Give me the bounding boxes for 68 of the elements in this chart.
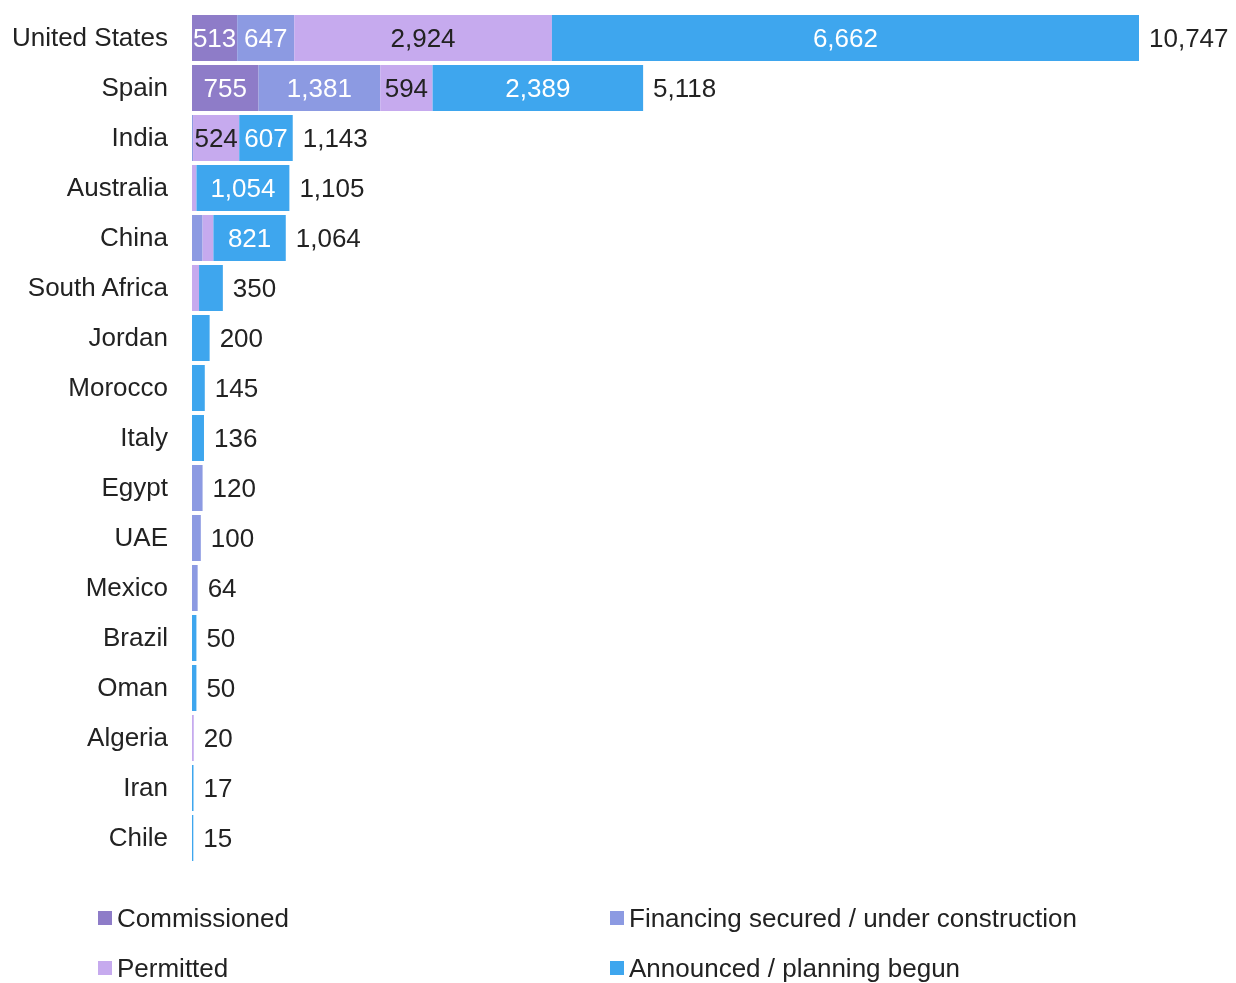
total-label: 1,105 bbox=[299, 173, 365, 204]
data-label: 607 bbox=[244, 123, 288, 154]
y-tick-label: Oman bbox=[97, 672, 168, 703]
y-tick-label: UAE bbox=[114, 522, 168, 553]
bar bbox=[199, 265, 223, 311]
total-label: 5,118 bbox=[653, 73, 717, 104]
data-label: 1,381 bbox=[286, 73, 352, 104]
legend-label: Commissioned bbox=[117, 903, 289, 934]
bar bbox=[213, 215, 286, 261]
y-tick-label: Brazil bbox=[102, 622, 168, 653]
data-label: 6,662 bbox=[812, 23, 878, 54]
total-label: 145 bbox=[214, 373, 259, 404]
data-label: 821 bbox=[227, 223, 272, 254]
bar bbox=[192, 515, 201, 561]
total-label: 50 bbox=[206, 623, 236, 654]
y-tick-label: Jordan bbox=[88, 322, 168, 353]
total-label: 136 bbox=[213, 423, 258, 454]
data-label: 755 bbox=[203, 73, 247, 104]
total-label: 1,064 bbox=[295, 223, 361, 254]
total-label: 100 bbox=[210, 523, 255, 554]
bar bbox=[192, 665, 197, 711]
y-tick-label: Australia bbox=[66, 172, 169, 203]
total-label: 50 bbox=[206, 673, 236, 704]
y-tick-label: Iran bbox=[123, 772, 168, 803]
y-tick-label: Mexico bbox=[85, 572, 168, 603]
data-label: 513 bbox=[192, 23, 237, 54]
total-label: 17 bbox=[203, 773, 233, 804]
y-tick-label: Egypt bbox=[101, 472, 169, 503]
bar bbox=[192, 265, 200, 311]
y-tick-label: Spain bbox=[101, 72, 168, 103]
bar bbox=[551, 15, 1139, 61]
legend-label: Financing secured / under construction bbox=[629, 903, 1078, 934]
data-label: 2,389 bbox=[505, 73, 571, 104]
bar bbox=[192, 615, 197, 661]
y-tick-label: China bbox=[100, 222, 169, 253]
y-tick-label: India bbox=[111, 122, 169, 153]
bar bbox=[192, 415, 204, 461]
total-label: 15 bbox=[203, 823, 233, 854]
total-label: 20 bbox=[203, 723, 233, 754]
bar bbox=[192, 465, 203, 511]
total-label: 1,143 bbox=[302, 123, 368, 154]
bar bbox=[432, 65, 644, 111]
y-tick-label: Morocco bbox=[68, 372, 168, 403]
total-label: 10,747 bbox=[1149, 23, 1229, 54]
y-tick-label: Chile bbox=[108, 822, 168, 853]
data-label: 594 bbox=[384, 73, 429, 104]
y-tick-label: South Africa bbox=[27, 272, 169, 303]
legend-label: Announced / planning begun bbox=[629, 953, 961, 983]
y-tick-label: Algeria bbox=[87, 722, 169, 753]
total-label: 120 bbox=[212, 473, 256, 504]
total-label: 64 bbox=[207, 573, 237, 604]
bar bbox=[192, 65, 259, 111]
bar bbox=[192, 565, 198, 611]
total-label: 200 bbox=[219, 323, 264, 354]
bar bbox=[192, 315, 210, 361]
bar bbox=[294, 15, 552, 61]
data-label: 524 bbox=[194, 123, 238, 154]
total-label: 350 bbox=[232, 273, 277, 304]
bar bbox=[258, 65, 381, 111]
y-tick-label: Italy bbox=[120, 422, 168, 453]
bar bbox=[202, 215, 214, 261]
data-label: 647 bbox=[244, 23, 288, 54]
bar bbox=[192, 215, 203, 261]
data-label: 2,924 bbox=[390, 23, 456, 54]
y-tick-label: United States bbox=[11, 22, 168, 53]
legend-label: Permitted bbox=[117, 953, 229, 983]
data-label: 1,054 bbox=[210, 173, 276, 204]
bar bbox=[192, 365, 205, 411]
